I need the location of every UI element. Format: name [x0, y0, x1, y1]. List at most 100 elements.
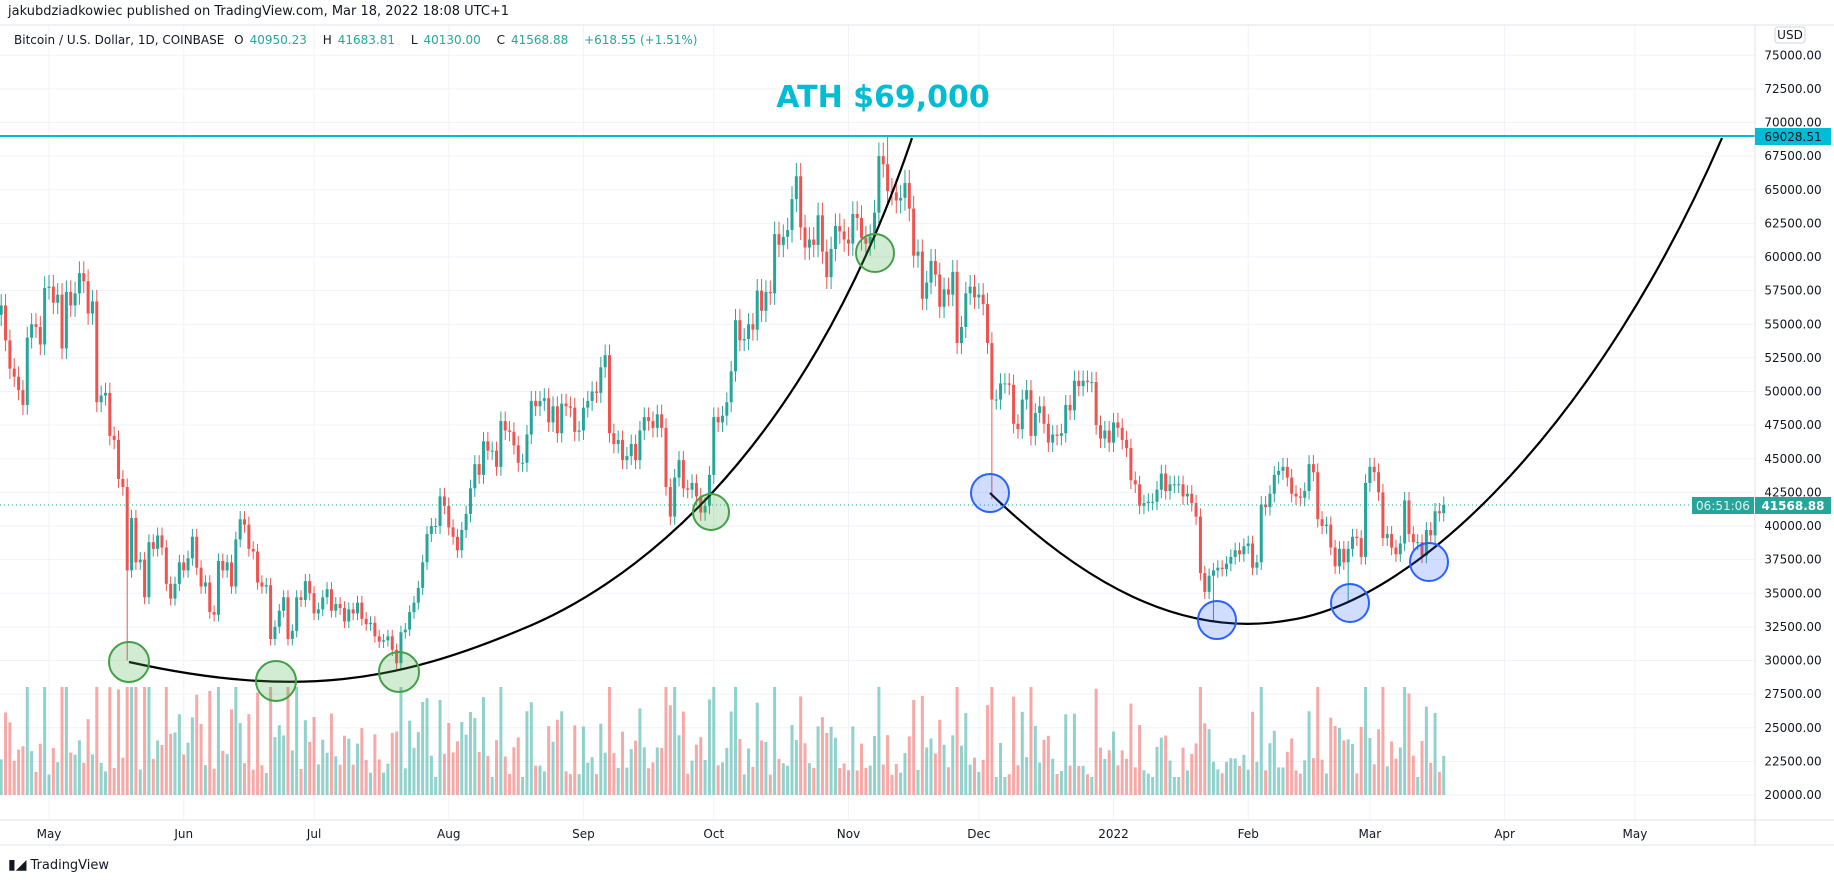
green-circle-marker[interactable] [255, 660, 297, 702]
candle-body [277, 610, 281, 627]
volume-bar [112, 768, 116, 795]
candle-body [1398, 543, 1402, 555]
volume-bar [1177, 777, 1181, 795]
volume-bar [951, 735, 955, 795]
volume-bar [1085, 774, 1089, 795]
candle-body [455, 536, 459, 551]
candle-body [855, 213, 859, 218]
time-axis[interactable]: May Jun Jul Aug Sep Oct Nov Dec 2022 Feb Mar Apr May [37, 827, 1648, 841]
candle-body [603, 355, 607, 368]
candle-body [408, 612, 412, 630]
publisher-line: jakubdziadkowiec published on TradingVie… [8, 4, 510, 19]
candle-body [1138, 484, 1142, 506]
volume-bar [295, 687, 299, 795]
candle-body [147, 542, 151, 598]
candle-body [1264, 504, 1268, 508]
volume-bar [668, 705, 672, 795]
candle-body [990, 343, 994, 400]
volume-bar [234, 687, 238, 795]
time-tick: Nov [837, 827, 860, 841]
candle-body [920, 251, 924, 299]
time-tick: May [1623, 827, 1648, 841]
price-tick: 57500.00 [1764, 284, 1821, 298]
candle-body [308, 581, 312, 594]
candle-body [190, 536, 194, 559]
candle-body [351, 609, 355, 614]
volume-bar [838, 768, 842, 795]
volume-bar [590, 757, 594, 795]
price-tick: 42500.00 [1764, 485, 1821, 499]
volume-bar [773, 687, 777, 795]
candle-body [125, 486, 129, 571]
volume-bar [1168, 760, 1172, 795]
currency-button[interactable] [1774, 26, 1806, 44]
green-circle-marker[interactable] [855, 233, 895, 273]
price-tick: 67500.00 [1764, 149, 1821, 163]
volume-bar [877, 687, 881, 795]
volume-bar [786, 765, 790, 795]
volume-bar [942, 744, 946, 795]
candle-body [1164, 473, 1168, 492]
time-tick: Dec [967, 827, 990, 841]
candle-body [243, 519, 247, 525]
tradingview-logo[interactable]: ▮◢ TradingView [8, 857, 109, 873]
cup-curve-left[interactable] [128, 137, 914, 683]
green-circle-marker[interactable] [692, 493, 730, 531]
candle-body [972, 286, 976, 298]
high-label: H [322, 33, 332, 47]
candle-body [577, 430, 581, 432]
candle-body [568, 406, 572, 408]
volume-bar [903, 753, 907, 795]
candle-body [1194, 503, 1198, 517]
candle-body [538, 400, 542, 407]
volume-bar [594, 774, 598, 795]
candle-body [303, 581, 307, 600]
price-tick: 62500.00 [1764, 216, 1821, 230]
volume-bar [238, 723, 242, 795]
volume-bar [73, 754, 77, 795]
volume-bar [560, 711, 564, 795]
candle-body [534, 400, 538, 407]
volume-bar [586, 762, 590, 795]
volume-bar [1207, 729, 1211, 795]
candle-body [212, 612, 216, 615]
candle-body [781, 236, 785, 245]
candle-body [1216, 567, 1220, 571]
candle-body [1025, 390, 1029, 400]
candle-body [112, 435, 116, 440]
candle-body [490, 450, 494, 452]
blue-circle-marker[interactable] [1330, 583, 1370, 623]
volume-bar [812, 767, 816, 795]
candle-body [1316, 472, 1320, 520]
ath-annotation[interactable]: ATH $69,000 [776, 80, 990, 115]
price-tick: 25000.00 [1764, 721, 1821, 735]
volume-bar [833, 737, 837, 795]
volume-bar [625, 767, 629, 795]
candle-body [290, 630, 294, 639]
volume-bar [551, 741, 555, 795]
candle-body [981, 294, 985, 305]
cup-curve-right[interactable] [989, 137, 1724, 625]
candle-body [138, 559, 142, 563]
green-circle-marker[interactable] [108, 641, 150, 683]
candle-body [1077, 380, 1081, 387]
volume-bar [47, 774, 51, 795]
volume-bar [1125, 758, 1129, 795]
volume-bar [1311, 758, 1315, 795]
price-axis[interactable]: 75000.00 72500.00 70000.00 67500.00 65000.00… [1764, 48, 1821, 802]
volume-bar [1007, 774, 1011, 795]
candle-body [542, 398, 546, 401]
green-circle-marker[interactable] [378, 651, 420, 693]
candle-body [199, 567, 203, 587]
blue-circle-marker[interactable] [970, 473, 1010, 513]
volume-bar [516, 737, 520, 795]
candle-body [1242, 546, 1246, 555]
symbol-title[interactable]: Bitcoin / U.S. Dollar, 1D, COINBASE [14, 33, 225, 47]
blue-circle-marker[interactable] [1197, 600, 1237, 640]
volume-bar [1433, 712, 1437, 795]
candle-body [1151, 501, 1155, 503]
blue-circle-marker[interactable] [1409, 542, 1449, 582]
volume-bar [1377, 729, 1381, 795]
volume-bar [1224, 761, 1228, 795]
